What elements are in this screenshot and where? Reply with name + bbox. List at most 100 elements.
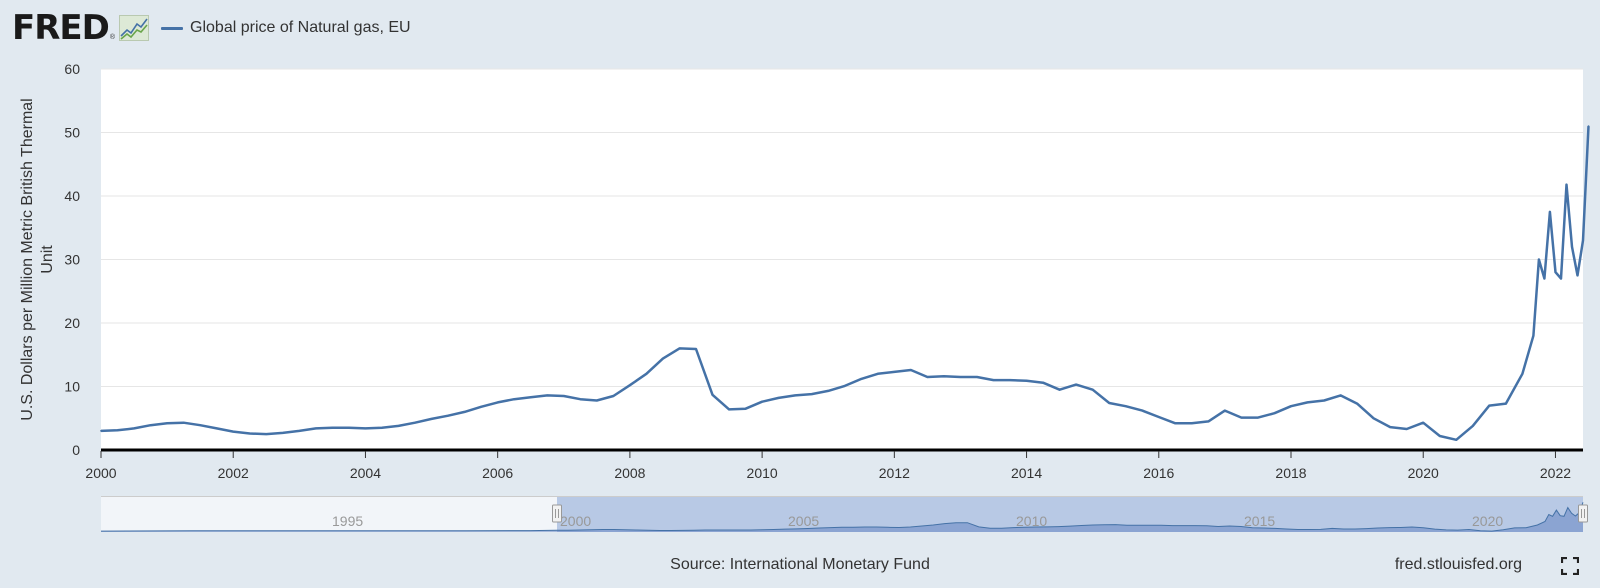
data-point[interactable] bbox=[876, 372, 879, 375]
data-point[interactable] bbox=[1091, 388, 1094, 391]
data-point[interactable] bbox=[761, 400, 763, 403]
data-point[interactable] bbox=[182, 421, 185, 424]
data-point[interactable] bbox=[976, 376, 978, 378]
data-point[interactable] bbox=[1306, 401, 1309, 404]
data-point[interactable] bbox=[695, 348, 697, 350]
data-point[interactable] bbox=[926, 376, 929, 378]
data-point[interactable] bbox=[1455, 438, 1458, 441]
data-point[interactable] bbox=[149, 424, 152, 427]
data-point[interactable] bbox=[1422, 421, 1425, 424]
data-point[interactable] bbox=[1582, 239, 1584, 242]
navigator-handle[interactable] bbox=[552, 504, 562, 523]
data-point[interactable] bbox=[364, 427, 367, 430]
data-point[interactable] bbox=[1224, 409, 1226, 412]
data-point[interactable] bbox=[1009, 379, 1011, 381]
data-point[interactable] bbox=[1290, 405, 1292, 408]
navigator-handle[interactable] bbox=[1578, 504, 1588, 523]
data-point[interactable] bbox=[1058, 388, 1061, 391]
data-point[interactable] bbox=[843, 385, 846, 387]
data-point[interactable] bbox=[529, 396, 532, 399]
fred-credit-link[interactable]: fred.stlouisfed.org bbox=[1394, 556, 1522, 573]
data-point[interactable] bbox=[1554, 271, 1557, 274]
data-point[interactable] bbox=[1124, 405, 1127, 408]
data-point[interactable] bbox=[315, 427, 317, 430]
data-point[interactable] bbox=[860, 378, 863, 380]
data-point[interactable] bbox=[298, 430, 301, 432]
data-point[interactable] bbox=[943, 375, 945, 378]
data-point[interactable] bbox=[1323, 399, 1325, 402]
data-point[interactable] bbox=[1471, 425, 1474, 427]
data-point[interactable] bbox=[1273, 412, 1276, 415]
data-point[interactable] bbox=[794, 394, 797, 397]
data-point[interactable] bbox=[1560, 277, 1562, 280]
data-point[interactable] bbox=[1576, 274, 1579, 277]
chart-legend[interactable]: Global price of Natural gas, EU bbox=[161, 19, 411, 37]
data-point[interactable] bbox=[480, 405, 482, 408]
data-point[interactable] bbox=[1505, 402, 1507, 405]
data-point[interactable] bbox=[397, 425, 400, 427]
data-point[interactable] bbox=[629, 384, 631, 387]
data-point[interactable] bbox=[1025, 379, 1028, 382]
data-point[interactable] bbox=[1521, 372, 1524, 375]
fred-logo[interactable]: FRED ® bbox=[12, 11, 150, 45]
data-point[interactable] bbox=[1538, 258, 1540, 261]
data-point[interactable] bbox=[595, 399, 598, 402]
data-point[interactable] bbox=[810, 393, 813, 395]
data-point[interactable] bbox=[910, 369, 912, 371]
data-point[interactable] bbox=[463, 411, 466, 413]
data-point[interactable] bbox=[777, 397, 780, 399]
series-line[interactable] bbox=[100, 126, 1590, 442]
data-point[interactable] bbox=[1190, 422, 1193, 425]
data-point[interactable] bbox=[281, 432, 284, 434]
data-point[interactable] bbox=[893, 371, 896, 373]
data-point[interactable] bbox=[414, 421, 416, 424]
data-point[interactable] bbox=[348, 426, 350, 429]
data-point[interactable] bbox=[1532, 334, 1535, 337]
data-point[interactable] bbox=[166, 422, 169, 425]
data-point[interactable] bbox=[678, 347, 681, 350]
data-point[interactable] bbox=[1108, 402, 1111, 404]
data-point[interactable] bbox=[1356, 402, 1358, 405]
data-point[interactable] bbox=[992, 379, 995, 381]
data-point[interactable] bbox=[1389, 426, 1392, 428]
data-point[interactable] bbox=[1571, 245, 1573, 248]
data-point[interactable] bbox=[728, 408, 730, 411]
data-point[interactable] bbox=[612, 395, 615, 397]
data-point[interactable] bbox=[1549, 211, 1551, 213]
data-point[interactable] bbox=[579, 398, 582, 401]
data-point[interactable] bbox=[1543, 277, 1546, 280]
data-point[interactable] bbox=[562, 395, 565, 397]
data-point[interactable] bbox=[1339, 394, 1342, 397]
data-point[interactable] bbox=[513, 398, 516, 401]
data-point[interactable] bbox=[199, 424, 202, 427]
data-point[interactable] bbox=[1157, 416, 1160, 418]
data-point[interactable] bbox=[1488, 404, 1491, 407]
data-point[interactable] bbox=[1075, 383, 1077, 386]
data-point[interactable] bbox=[1372, 417, 1375, 420]
data-point[interactable] bbox=[133, 427, 136, 430]
data-point[interactable] bbox=[232, 430, 235, 433]
data-point[interactable] bbox=[744, 407, 747, 410]
data-point[interactable] bbox=[827, 390, 830, 392]
data-point[interactable] bbox=[1587, 125, 1590, 128]
data-point[interactable] bbox=[1438, 435, 1441, 437]
data-point[interactable] bbox=[447, 414, 449, 417]
data-point[interactable] bbox=[1207, 420, 1210, 423]
data-point[interactable] bbox=[1174, 422, 1177, 425]
data-point[interactable] bbox=[248, 432, 251, 435]
data-point[interactable] bbox=[381, 426, 383, 429]
data-point[interactable] bbox=[959, 376, 962, 378]
data-point[interactable] bbox=[1405, 428, 1408, 430]
data-point[interactable] bbox=[1141, 409, 1144, 412]
data-point[interactable] bbox=[430, 418, 433, 420]
data-point[interactable] bbox=[116, 429, 119, 432]
data-point[interactable] bbox=[662, 357, 664, 360]
data-point[interactable] bbox=[711, 393, 714, 396]
data-point[interactable] bbox=[331, 426, 334, 429]
data-point[interactable] bbox=[645, 372, 648, 375]
data-point[interactable] bbox=[100, 430, 102, 432]
data-point[interactable] bbox=[215, 427, 218, 430]
navigator[interactable]: 1995 2000 2005 2010 2015 2020 bbox=[100, 496, 1588, 533]
data-point[interactable] bbox=[1257, 416, 1259, 419]
